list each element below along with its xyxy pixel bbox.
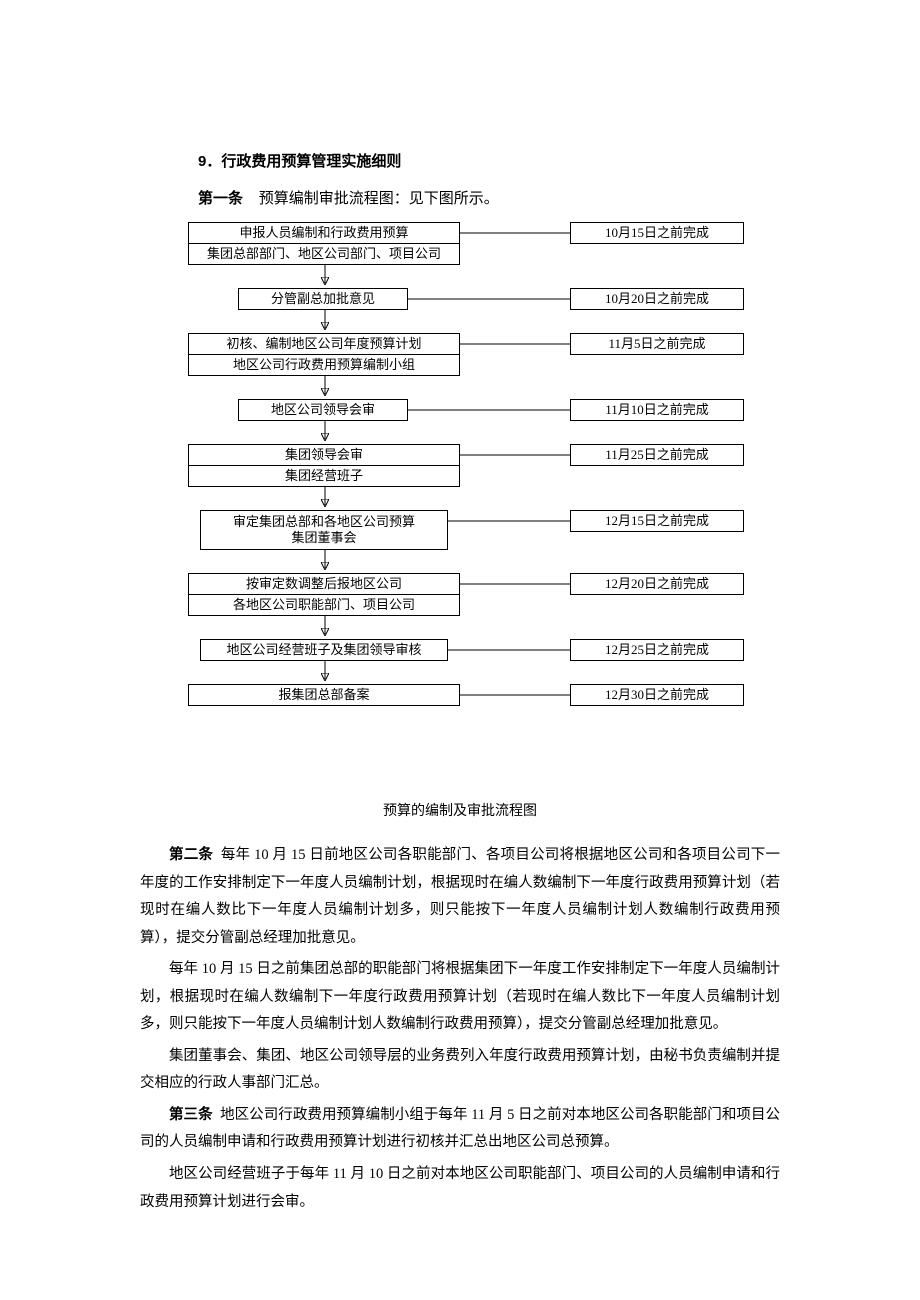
flow-step5-top: 集团领导会审 [188,444,460,466]
flow-step8: 地区公司经营班子及集团领导审核 [200,639,448,661]
flow-step9: 报集团总部备案 [188,684,460,706]
article-1-number: 第一条 [198,190,243,207]
flow-step3-bot: 地区公司行政费用预算编制小组 [188,354,460,376]
flow-step1-bot: 集团总部部门、地区公司部门、项目公司 [188,243,460,265]
flow-step3-top: 初核、编制地区公司年度预算计划 [188,333,460,355]
article-3-text-1: 地区公司行政费用预算编制小组于每年 11 月 5 日之前对本地区公司各职能部门和… [140,1107,780,1151]
article-1-line: 第一条 预算编制审批流程图：见下图所示。 [140,187,780,208]
article-2-para-1: 第二条 每年 10 月 15 日前地区公司各职能部门、各项目公司将根据地区公司和… [140,842,780,952]
flow-step2: 分管副总加批意见 [238,288,408,310]
flow-date-7: 12月20日之前完成 [570,573,744,595]
flow-date-1: 10月15日之前完成 [570,222,744,244]
flow-step7-bot: 各地区公司职能部门、项目公司 [188,594,460,616]
article-2-para-3: 集团董事会、集团、地区公司领导层的业务费列入年度行政费用预算计划，由秘书负责编制… [140,1043,780,1098]
flow-date-3: 11月5日之前完成 [570,333,744,355]
flowchart-caption: 预算的编制及审批流程图 [140,800,780,820]
flow-date-9: 12月30日之前完成 [570,684,744,706]
article-1-text: 预算编制审批流程图：见下图所示。 [259,191,499,207]
flowchart: 申报人员编制和行政费用预算 集团总部部门、地区公司部门、项目公司 10月15日之… [168,222,752,792]
article-3-para-1: 第三条 地区公司行政费用预算编制小组于每年 11 月 5 日之前对本地区公司各职… [140,1102,780,1157]
article-2-para-2: 每年 10 月 15 日之前集团总部的职能部门将根据集团下一年度工作安排制定下一… [140,956,780,1039]
flow-date-4: 11月10日之前完成 [570,399,744,421]
article-3-number: 第三条 [169,1107,213,1123]
article-2-text-1: 每年 10 月 15 日前地区公司各职能部门、各项目公司将根据地区公司和各项目公… [140,847,780,946]
flow-date-6: 12月15日之前完成 [570,510,744,532]
article-3-para-2: 地区公司经营班子于每年 11 月 10 日之前对本地区公司职能部门、项目公司的人… [140,1161,780,1216]
flow-date-5: 11月25日之前完成 [570,444,744,466]
article-2-number: 第二条 [169,847,213,863]
document-page: 9．行政费用预算管理实施细则 第一条 预算编制审批流程图：见下图所示。 申报人员… [0,0,920,1300]
section-heading: 9．行政费用预算管理实施细则 [140,150,780,171]
flow-step6: 审定集团总部和各地区公司预算 集团董事会 [200,510,448,550]
flow-step1-top: 申报人员编制和行政费用预算 [188,222,460,244]
flow-date-2: 10月20日之前完成 [570,288,744,310]
flow-step5-bot: 集团经营班子 [188,465,460,487]
flow-step7-top: 按审定数调整后报地区公司 [188,573,460,595]
flow-date-8: 12月25日之前完成 [570,639,744,661]
flow-step4: 地区公司领导会审 [238,399,408,421]
